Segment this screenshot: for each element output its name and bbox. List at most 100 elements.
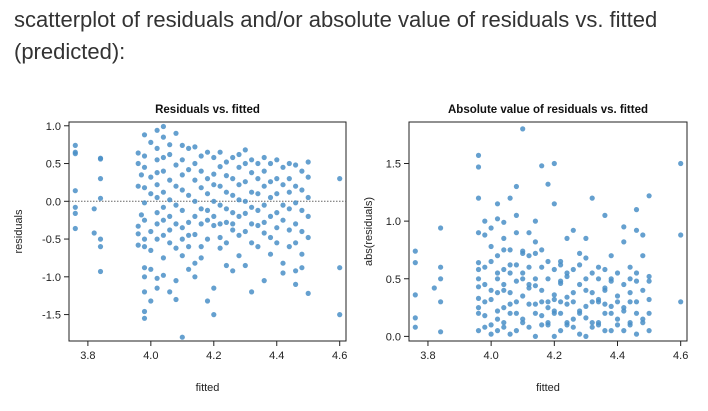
data-point — [501, 235, 507, 241]
data-point — [97, 268, 104, 275]
data-point — [167, 151, 173, 158]
data-point — [186, 232, 192, 238]
data-point — [217, 149, 223, 155]
data-point — [539, 163, 545, 169]
data-point — [141, 132, 148, 138]
data-point — [640, 287, 646, 293]
data-point — [192, 274, 198, 280]
data-point — [558, 299, 564, 305]
data-point — [640, 253, 646, 259]
data-point — [513, 183, 520, 190]
data-point — [154, 182, 160, 188]
data-point — [293, 240, 299, 246]
data-point — [482, 232, 488, 238]
data-point — [173, 202, 179, 208]
data-point — [475, 276, 482, 282]
data-point — [236, 182, 242, 188]
data-point — [438, 264, 444, 270]
data-point — [299, 251, 305, 257]
data-point — [249, 170, 255, 176]
data-point — [570, 266, 576, 273]
data-point — [179, 172, 185, 178]
data-point — [97, 195, 104, 201]
data-point — [526, 301, 532, 307]
data-point — [154, 170, 160, 176]
data-point — [501, 320, 507, 326]
data-point — [621, 328, 627, 334]
data-point — [141, 315, 148, 321]
data-point — [507, 331, 513, 337]
data-point — [513, 230, 520, 236]
data-point — [551, 296, 557, 303]
data-point — [72, 210, 78, 216]
data-point — [204, 149, 211, 155]
data-point — [501, 305, 507, 311]
data-point — [160, 134, 166, 140]
data-point — [507, 290, 513, 296]
data-point — [494, 308, 501, 314]
data-point — [488, 331, 494, 337]
data-point — [627, 299, 633, 305]
data-point — [520, 276, 526, 282]
data-point — [135, 231, 141, 237]
x-tick-label: 4.2 — [206, 350, 221, 362]
data-point — [179, 207, 185, 213]
x-axis-label: fitted — [536, 382, 560, 394]
data-point — [223, 219, 229, 225]
data-point — [217, 245, 223, 251]
data-point — [305, 234, 311, 241]
plot-frame — [408, 121, 688, 342]
data-point — [160, 272, 166, 278]
data-point — [286, 206, 292, 212]
data-point — [148, 139, 154, 145]
data-point — [337, 265, 343, 271]
data-point — [72, 204, 78, 210]
data-point — [236, 253, 242, 259]
data-point — [255, 207, 261, 213]
data-point — [211, 154, 217, 161]
data-point — [513, 262, 520, 268]
data-point — [558, 262, 564, 268]
data-point — [280, 164, 286, 170]
data-point — [494, 290, 501, 296]
data-point — [211, 312, 217, 318]
data-point — [558, 328, 564, 334]
slide-title-line-2: (predicted): — [14, 39, 126, 64]
data-point — [160, 154, 166, 161]
data-point — [507, 262, 513, 268]
data-point — [223, 189, 229, 195]
data-point — [154, 275, 160, 281]
data-point — [293, 268, 299, 274]
data-point — [412, 315, 418, 321]
data-point — [583, 276, 589, 282]
data-point — [539, 287, 545, 293]
data-point — [475, 305, 482, 311]
data-point — [249, 240, 255, 246]
data-point — [501, 287, 507, 293]
data-point — [488, 243, 494, 250]
data-point — [211, 213, 217, 219]
data-point — [545, 299, 551, 305]
data-point — [97, 156, 104, 162]
data-point — [551, 266, 557, 273]
data-point — [173, 130, 179, 136]
data-point — [475, 195, 482, 201]
data-point — [608, 310, 614, 316]
data-point — [633, 331, 640, 337]
data-point — [305, 174, 311, 180]
data-point — [475, 152, 482, 158]
data-points — [412, 126, 684, 339]
data-point — [589, 195, 595, 201]
chart-title: Residuals vs. fitted — [155, 104, 260, 116]
data-point — [501, 266, 507, 273]
data-point — [551, 160, 557, 167]
data-point — [532, 333, 539, 339]
data-point — [97, 244, 104, 250]
data-point — [274, 157, 280, 163]
data-point — [192, 160, 198, 167]
data-point — [678, 299, 684, 305]
data-point — [678, 232, 684, 238]
data-point — [545, 276, 551, 282]
data-point — [148, 174, 154, 180]
data-point — [482, 281, 488, 288]
